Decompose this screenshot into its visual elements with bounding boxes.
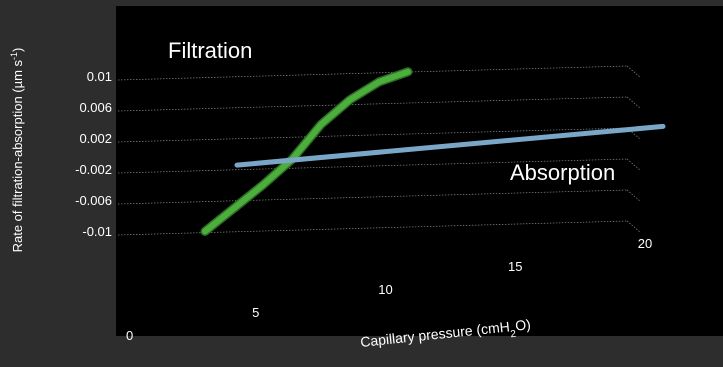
x-tick-label: 0 [126, 328, 133, 343]
y-tick-label: 0.002 [79, 131, 112, 146]
y-tick-label: -0.002 [75, 162, 112, 177]
annotation-filtration: Filtration [168, 38, 252, 63]
y-tick-label: -0.01 [82, 224, 112, 239]
y-tick-label: 0.01 [87, 69, 112, 84]
x-tick-label: 20 [638, 236, 652, 251]
x-tick-label: 15 [508, 259, 522, 274]
y-axis-title: Rate of filtration-absorption (µm s-1) [9, 48, 25, 253]
x-tick-label: 10 [378, 282, 392, 297]
y-tick-label: -0.006 [75, 193, 112, 208]
x-tick-label: 5 [252, 305, 259, 320]
annotation-absorption: Absorption [510, 160, 615, 185]
y-tick-label: 0.006 [79, 100, 112, 115]
